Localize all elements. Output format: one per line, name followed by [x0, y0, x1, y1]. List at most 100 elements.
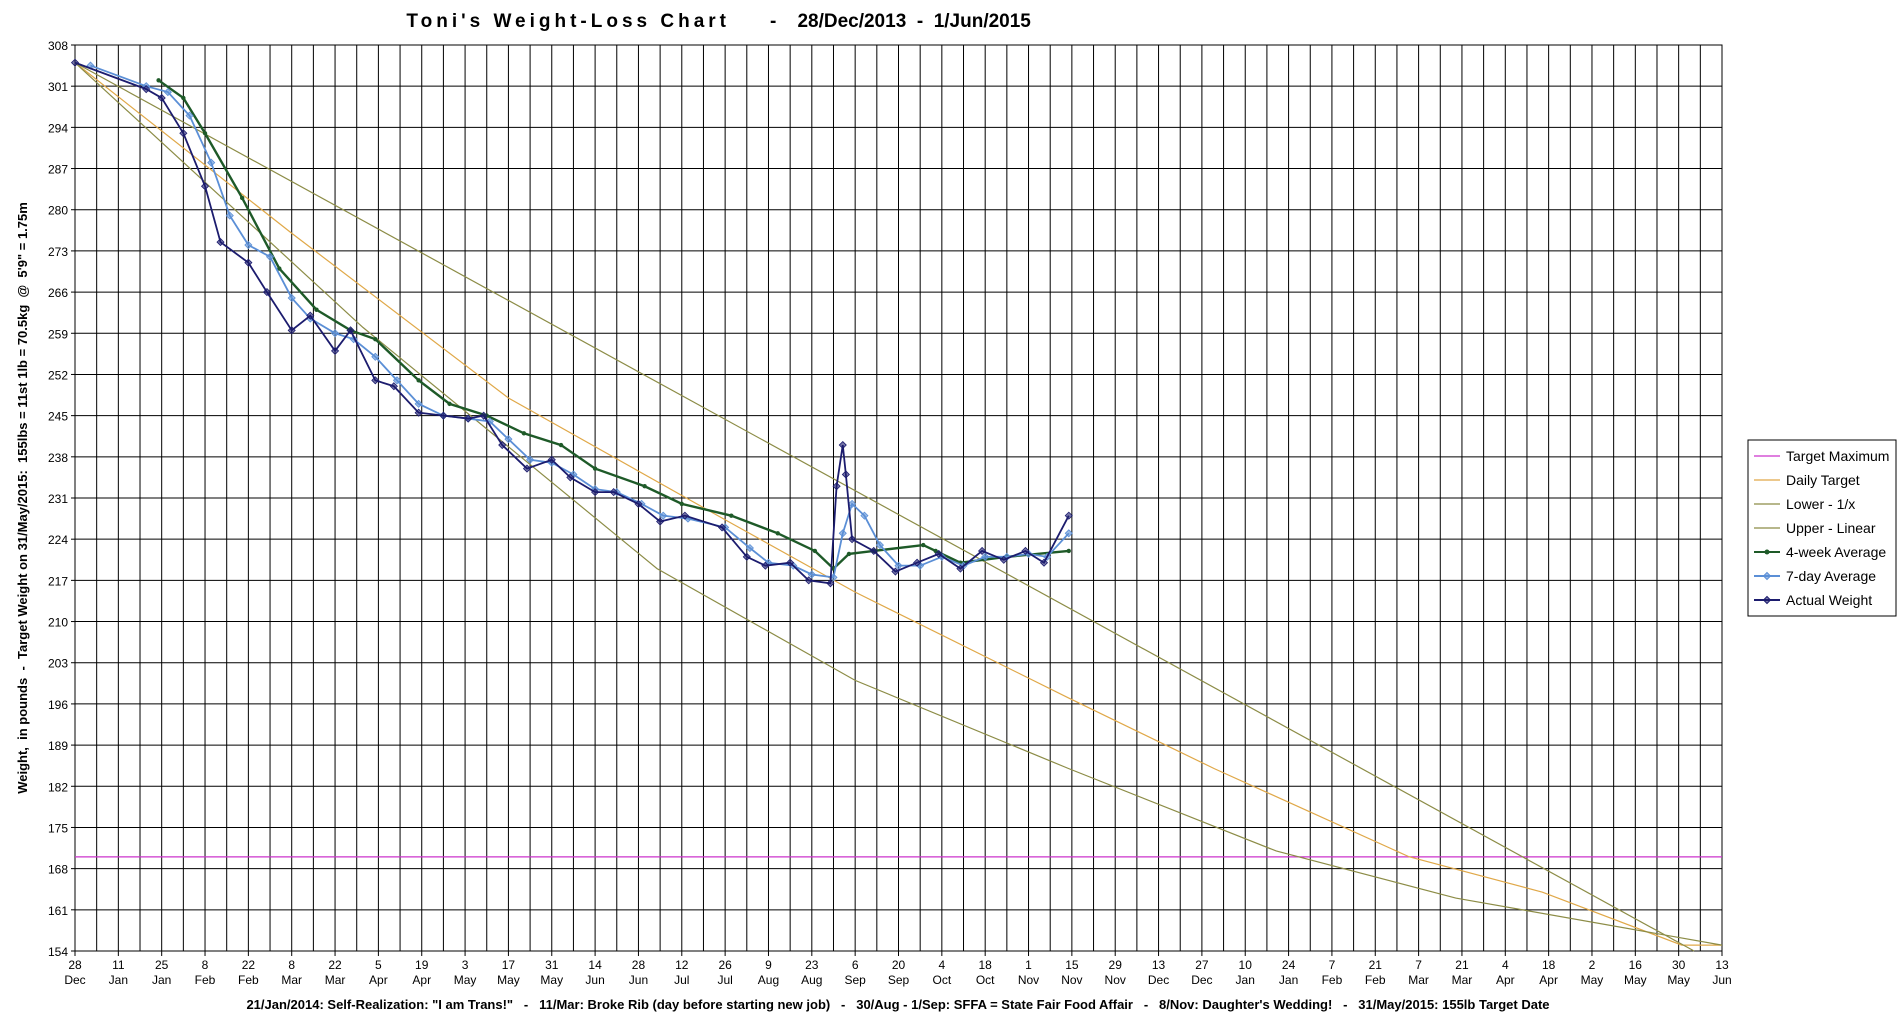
series: [74, 62, 1695, 952]
point: [838, 529, 847, 538]
y-tick-label: 294: [48, 121, 68, 135]
point: [479, 411, 488, 420]
legend-label: Target Maximum: [1786, 448, 1889, 464]
point: [921, 542, 926, 548]
point: [742, 552, 751, 561]
point: [330, 329, 340, 338]
point: [659, 511, 668, 520]
x-tick-label: 18: [979, 958, 993, 972]
x-tick-month: Jun: [585, 973, 604, 987]
x-tick-month: Jun: [1712, 973, 1731, 987]
point: [306, 311, 315, 320]
x-tick-month: Nov: [1018, 973, 1039, 987]
x-tick-month: Jan: [109, 973, 128, 987]
x-tick-month: Apr: [369, 973, 388, 987]
legend-label: Actual Weight: [1786, 592, 1872, 608]
x-tick-month: May: [1581, 973, 1604, 987]
x-tick-label: 22: [328, 958, 342, 972]
point: [447, 401, 452, 407]
series: [74, 62, 1723, 946]
point: [262, 288, 272, 297]
x-tick-month: Mar: [1452, 973, 1473, 987]
point: [956, 564, 965, 573]
x-tick-label: 24: [1282, 958, 1296, 972]
x-tick-month: Feb: [1365, 973, 1386, 987]
point: [775, 531, 780, 536]
point: [847, 535, 857, 544]
x-tick-label: 27: [1195, 958, 1209, 972]
x-tick-month: Mar: [325, 973, 346, 987]
x-tick-month: Jun: [629, 973, 648, 987]
x-tick-month: May: [454, 973, 477, 987]
point: [277, 266, 282, 271]
point: [894, 561, 903, 570]
grid: [71, 44, 1723, 956]
x-tick-month: Jul: [674, 973, 689, 987]
point: [157, 93, 166, 103]
point: [349, 335, 358, 344]
point: [521, 431, 527, 436]
x-tick-label: 12: [675, 958, 689, 972]
x-tick-label: 4: [1502, 958, 1509, 972]
x-tick-label: 26: [718, 958, 732, 972]
y-tick-label: 210: [48, 616, 68, 630]
point: [1039, 558, 1049, 567]
x-tick-label: 11: [112, 958, 125, 972]
x-tick-label: 25: [155, 958, 169, 972]
x-tick-label: 6: [852, 958, 859, 972]
x-tick-month: May: [497, 973, 520, 987]
x-tick-label: 1: [1025, 958, 1032, 972]
point: [416, 378, 421, 383]
chart-title: Toni's Weight-Loss Chart: [406, 11, 730, 32]
x-tick-label: 7: [1329, 958, 1336, 972]
y-tick-label: 259: [48, 327, 68, 341]
point: [847, 499, 857, 508]
point: [786, 558, 795, 567]
x-tick-label: 28: [632, 958, 646, 972]
y-tick-label: 175: [48, 821, 68, 835]
x-tick-month: Feb: [195, 973, 216, 987]
point: [163, 87, 172, 97]
point: [498, 440, 507, 450]
point: [522, 464, 532, 473]
x-tick-label: 22: [242, 958, 256, 972]
point: [373, 336, 378, 342]
point: [526, 455, 535, 464]
point: [156, 78, 161, 83]
x-tick-label: 21: [1369, 958, 1383, 972]
legend-label: Upper - Linear: [1786, 520, 1876, 536]
point: [414, 399, 423, 408]
point: [679, 501, 684, 507]
x-tick-month: Dec: [1148, 973, 1169, 987]
x-tick-month: Jan: [1236, 973, 1255, 987]
point: [875, 540, 884, 550]
y-tick-label: 224: [48, 533, 68, 547]
y-tick-label: 252: [48, 368, 68, 382]
point: [464, 414, 473, 423]
x-tick-label: 18: [1542, 958, 1556, 972]
point: [314, 307, 319, 312]
x-tick-month: Oct: [933, 973, 952, 987]
x-tick-month: Feb: [238, 973, 259, 987]
x-tick-label: 5: [375, 958, 382, 972]
point: [1021, 546, 1030, 556]
y-axis-label: Weight, in pounds - Target Weight on 31/…: [15, 202, 30, 794]
x-tick-label: 8: [202, 958, 209, 972]
legend-label: 4-week Average: [1786, 544, 1886, 560]
legend-marker: [1762, 571, 1772, 581]
y-tick-label: 154: [48, 945, 68, 959]
point: [346, 326, 355, 335]
point: [566, 473, 575, 482]
x-tick-label: 28: [68, 958, 82, 972]
x-tick-label: 30: [1672, 958, 1686, 972]
x-tick-label: 23: [805, 958, 819, 972]
x-tick-month: Jan: [152, 973, 171, 987]
x-tick-label: 10: [1239, 958, 1253, 972]
x-tick-month: Feb: [1322, 973, 1343, 987]
point: [729, 513, 734, 518]
legend-label: Lower - 1/x: [1786, 496, 1855, 512]
point: [371, 376, 380, 385]
x-tick-month: Mar: [281, 973, 302, 987]
y-tick-label: 245: [48, 410, 68, 424]
